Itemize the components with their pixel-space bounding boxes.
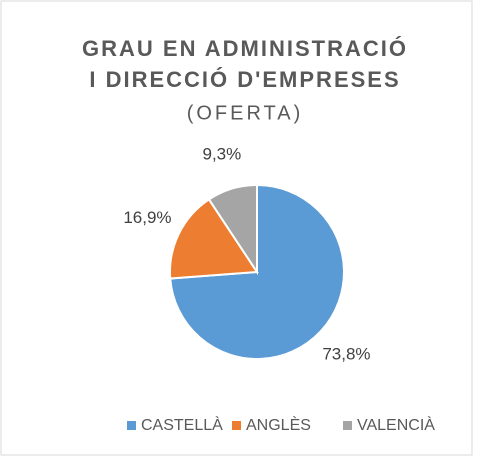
pie-slice [207,183,258,276]
chart-subtitle: (OFERTA) [187,102,304,124]
chart-title: GRAU EN ADMINISTRACIÓ [82,36,408,61]
data-label: 9,3% [202,145,241,164]
legend-label: VALENCIÀ [357,415,435,434]
legend-swatch [343,421,352,430]
data-label: 16,9% [123,208,171,227]
legend-swatch [232,421,241,430]
legend-label: CASTELLÀ [141,415,223,434]
chart-title: I DIRECCIÓ D'EMPRESES [89,67,400,92]
legend-label: ANGLÈS [246,415,311,434]
data-label: 73,8% [322,344,370,363]
legend-swatch [127,421,136,430]
pie-slice [169,198,259,280]
